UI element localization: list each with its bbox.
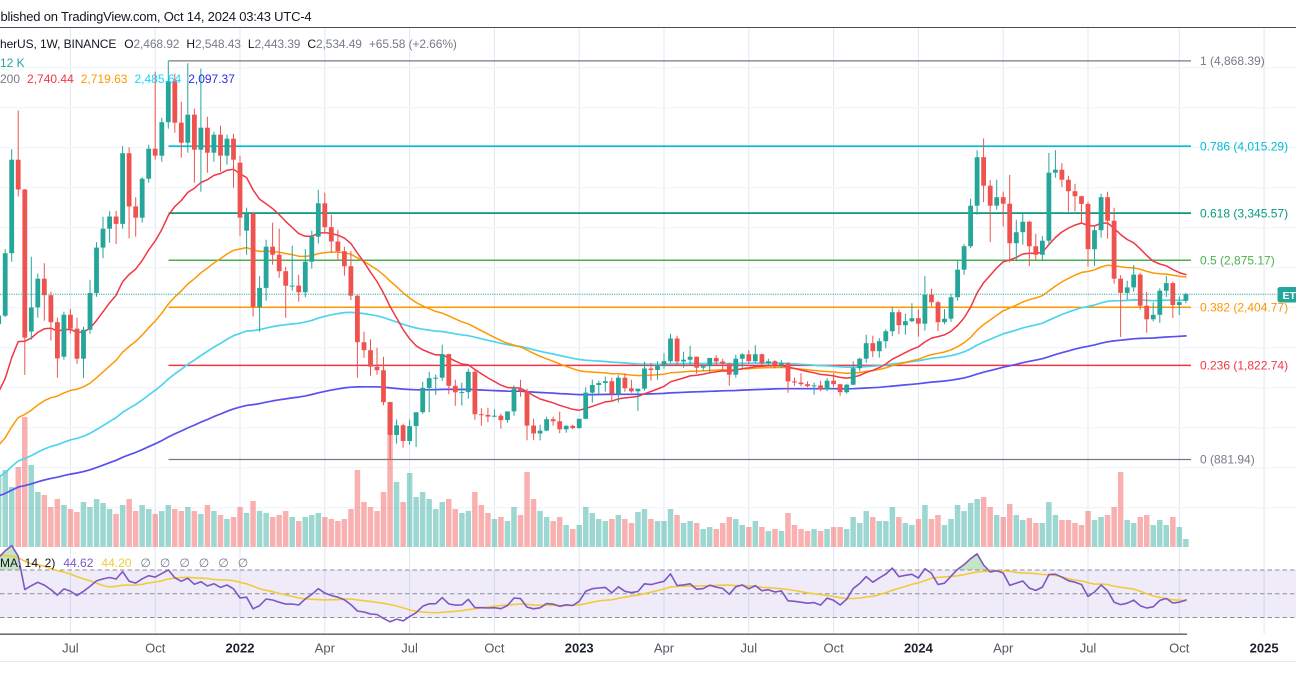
svg-text:ETH: ETH bbox=[1283, 290, 1296, 302]
svg-text:Oct: Oct bbox=[823, 641, 844, 656]
svg-text:Oct: Oct bbox=[1169, 641, 1190, 656]
svg-text:2023: 2023 bbox=[565, 641, 594, 656]
svg-text:0.618 (3,345.57): 0.618 (3,345.57) bbox=[1200, 206, 1288, 220]
svg-text:Oct: Oct bbox=[145, 641, 166, 656]
svg-text:2024: 2024 bbox=[904, 641, 934, 656]
svg-text:Oct: Oct bbox=[484, 641, 505, 656]
svg-text:0.5 (2,875.17): 0.5 (2,875.17) bbox=[1200, 253, 1275, 267]
svg-text:Jul: Jul bbox=[401, 641, 418, 656]
svg-text:1 (4,868.39): 1 (4,868.39) bbox=[1200, 54, 1265, 68]
svg-text:0.236 (1,822.74): 0.236 (1,822.74) bbox=[1200, 359, 1288, 373]
svg-text:0.786 (4,015.29): 0.786 (4,015.29) bbox=[1200, 139, 1288, 153]
svg-text:Apr: Apr bbox=[993, 641, 1014, 656]
svg-text:Apr: Apr bbox=[654, 641, 675, 656]
svg-text:0.382 (2,404.77): 0.382 (2,404.77) bbox=[1200, 300, 1288, 314]
svg-text:2022: 2022 bbox=[226, 641, 255, 656]
svg-text:0 (881.94): 0 (881.94) bbox=[1200, 453, 1255, 467]
svg-text:12 K: 12 K bbox=[0, 56, 25, 70]
svg-text:Apr: Apr bbox=[315, 641, 336, 656]
svg-text:Jul: Jul bbox=[740, 641, 757, 656]
svg-text:2025: 2025 bbox=[1250, 641, 1279, 656]
svg-text:Jul: Jul bbox=[1080, 641, 1097, 656]
svg-text:blished on TradingView.com, Oc: blished on TradingView.com, Oct 14, 2024… bbox=[1, 9, 312, 24]
svg-text:Jul: Jul bbox=[62, 641, 79, 656]
